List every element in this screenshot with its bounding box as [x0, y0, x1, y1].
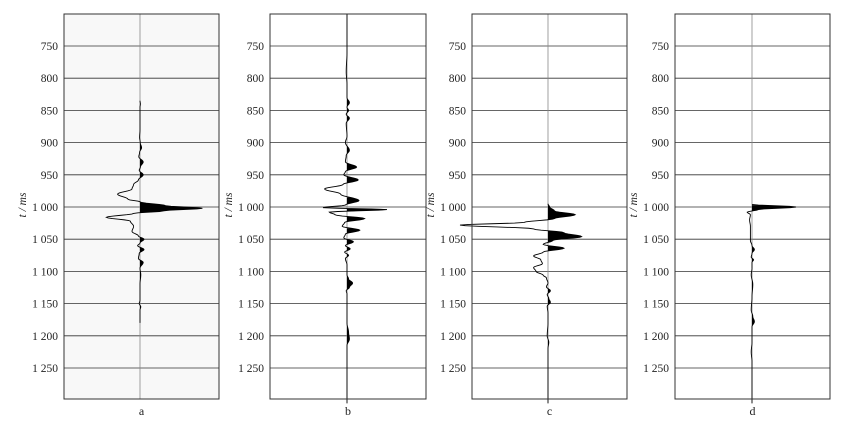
trace-line [746, 203, 797, 404]
y-tick-label: 900 [41, 138, 59, 150]
plot-frame [674, 13, 831, 400]
y-tick-label: 1 000 [32, 202, 58, 214]
y-tick-label: 1 000 [440, 202, 466, 214]
y-tick-label: 1 000 [238, 202, 264, 214]
y-axis-label: t / ms [17, 192, 29, 217]
y-tick-label: 950 [247, 170, 265, 182]
plot-frame [63, 13, 220, 400]
y-tick-label: 800 [247, 73, 265, 85]
y-tick-label: 900 [247, 138, 265, 150]
y-tick-label: 800 [652, 73, 670, 85]
plot-frame [269, 13, 427, 400]
y-tick-label: 1 250 [440, 363, 466, 375]
y-tick-label: 950 [449, 170, 467, 182]
y-tick-label: 850 [449, 105, 467, 117]
chart-panel-a: 750 800 850 900 950 1 000 1 050 1 100 1 150 1 200… [17, 13, 220, 418]
y-axis-label: t / ms [628, 192, 640, 217]
y-tick-label: 750 [247, 41, 265, 53]
y-tick-label: 900 [652, 138, 670, 150]
panel-label: b [345, 404, 351, 418]
positive-lobe-fill [140, 101, 203, 311]
y-tick-label: 800 [449, 73, 467, 85]
y-tick-label: 1 050 [32, 234, 58, 246]
y-tick-label: 1 050 [440, 234, 466, 246]
y-tick-label: 900 [449, 138, 467, 150]
y-tick-label: 950 [652, 170, 670, 182]
y-tick-label: 1 050 [238, 234, 264, 246]
y-tick-label: 1 050 [643, 234, 669, 246]
y-tick-label: 1 250 [643, 363, 669, 375]
y-tick-label: 850 [247, 105, 265, 117]
y-axis-label: t / ms [223, 192, 235, 217]
y-tick-label: 1 100 [643, 266, 669, 278]
panel-label: a [139, 404, 145, 418]
y-tick-label: 1 150 [440, 299, 466, 311]
y-tick-label: 1 150 [238, 299, 264, 311]
panel-label: d [750, 404, 756, 418]
y-tick-label: 1 250 [238, 363, 264, 375]
y-tick-label: 750 [652, 41, 670, 53]
y-tick-label: 950 [41, 170, 59, 182]
y-tick-label: 850 [652, 105, 670, 117]
chart-panel-b: 750 800 850 900 950 1 000 1 050 1 100 1 150 1 200… [223, 13, 427, 418]
y-tick-label: 1 150 [32, 299, 58, 311]
y-tick-label: 1 200 [440, 331, 466, 343]
y-tick-label: 1 100 [238, 266, 264, 278]
y-tick-label: 1 150 [643, 299, 669, 311]
trace-line [322, 13, 388, 404]
y-tick-label: 1 100 [32, 266, 58, 278]
y-tick-label: 1 250 [32, 363, 58, 375]
plot-frame [471, 13, 628, 400]
y-tick-label: 750 [41, 41, 59, 53]
y-tick-label: 750 [449, 41, 467, 53]
y-tick-label: 1 200 [32, 331, 58, 343]
y-tick-label: 850 [41, 105, 59, 117]
trace-line [105, 100, 203, 323]
y-tick-label: 1 100 [440, 266, 466, 278]
panel-label: c [547, 404, 552, 418]
chart-panel-d: 750 800 850 900 950 1 000 1 050 1 100 1 150 1 200… [628, 13, 831, 418]
y-tick-label: 1 200 [238, 331, 264, 343]
y-tick-label: 1 200 [643, 331, 669, 343]
trace-line [459, 203, 583, 404]
chart-panel-c: 750 800 850 900 950 1 000 1 050 1 100 1 150 1 200… [425, 13, 628, 418]
y-axis-label: t / ms [425, 192, 437, 217]
y-tick-label: 800 [41, 73, 59, 85]
y-tick-label: 1 000 [643, 202, 669, 214]
